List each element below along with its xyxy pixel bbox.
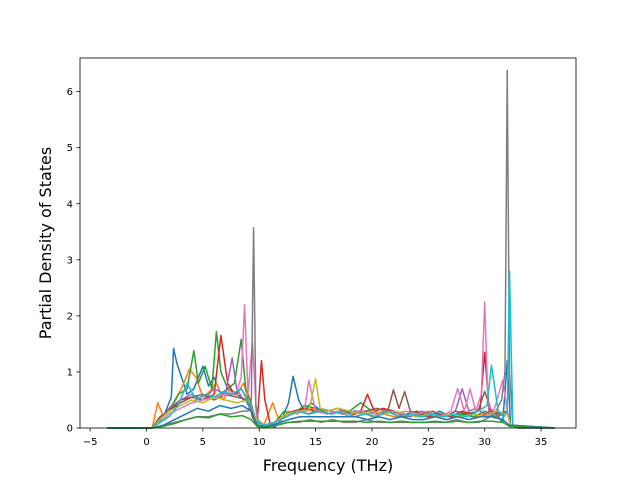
y-tick-label: 5 — [67, 143, 73, 154]
y-axis-ticks: 0 1 2 3 4 5 6 — [67, 87, 80, 435]
y-tick-label: 4 — [67, 199, 73, 210]
x-tick-label: 25 — [422, 437, 435, 448]
y-tick-label: 3 — [67, 255, 73, 266]
plot-frame — [79, 57, 577, 429]
y-tick-label: 1 — [67, 367, 73, 378]
series-line-12 — [107, 413, 555, 429]
x-axis-title: Frequency (THz) — [263, 456, 393, 475]
x-tick-label: 10 — [253, 437, 266, 448]
series-line-6 — [107, 389, 555, 429]
x-tick-label: −5 — [83, 437, 98, 448]
series-line-7 — [107, 301, 555, 429]
x-tick-label: 15 — [309, 437, 322, 448]
x-axis-ticks: −5 0 5 10 15 20 25 30 35 — [83, 428, 548, 448]
y-tick-label: 0 — [67, 424, 73, 435]
x-tick-label: 30 — [478, 437, 491, 448]
series-line-10 — [107, 270, 555, 429]
y-tick-label: 2 — [67, 311, 73, 322]
x-tick-label: 35 — [535, 437, 548, 448]
series-line-9 — [107, 377, 555, 429]
x-tick-label: 5 — [200, 437, 206, 448]
series-lines — [107, 69, 555, 429]
x-tick-label: 20 — [366, 437, 379, 448]
series-line-11 — [107, 404, 555, 429]
x-tick-label: 0 — [143, 437, 149, 448]
series-line-5 — [107, 357, 555, 429]
y-tick-label: 6 — [67, 87, 73, 98]
y-axis-title: Partial Density of States — [36, 147, 55, 339]
